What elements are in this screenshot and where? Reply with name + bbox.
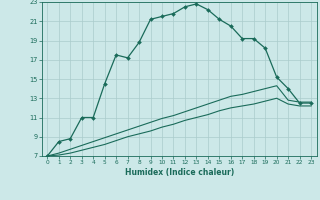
X-axis label: Humidex (Indice chaleur): Humidex (Indice chaleur) (124, 168, 234, 177)
